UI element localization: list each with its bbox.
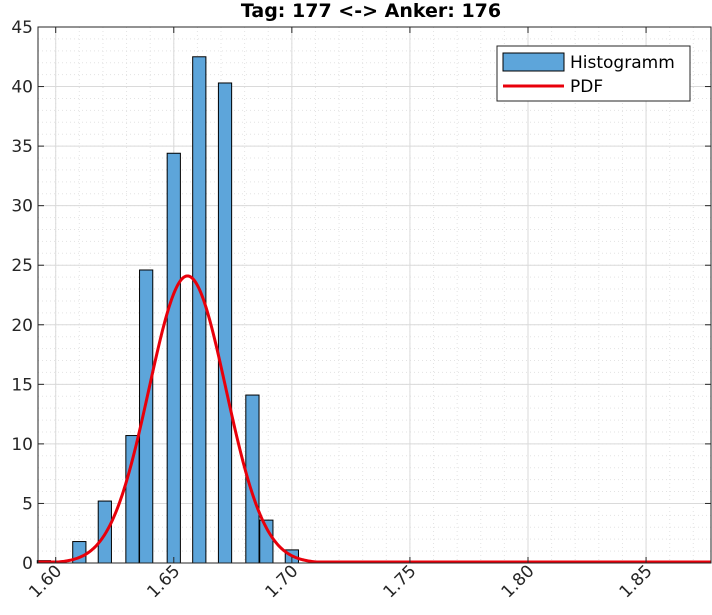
y-tick-label: 40	[11, 78, 33, 98]
axes-box	[37, 26, 712, 564]
y-tick-label: 5	[22, 494, 33, 514]
y-tick-label: 10	[11, 435, 33, 455]
histogram-bar	[192, 56, 207, 564]
histogram-bar	[166, 152, 181, 564]
y-axis-ticks: 0 5 10 15 20 25 30 35 40 45	[11, 18, 711, 574]
y-tick-label: 0	[22, 554, 33, 574]
legend-histogram-label: Histogramm	[570, 53, 675, 73]
histogram-bar	[217, 82, 233, 564]
y-tick-label: 25	[11, 256, 33, 276]
y-tick-label: 30	[11, 197, 33, 217]
y-tick-label: 45	[11, 18, 33, 38]
y-tick-label: 35	[11, 137, 33, 157]
y-tick-label: 20	[11, 316, 33, 336]
chart-title: Tag: 177 <-> Anker: 176	[241, 0, 501, 22]
y-tick-label: 15	[11, 375, 33, 395]
legend: Histogramm PDF	[496, 45, 691, 102]
legend-pdf-label: PDF	[570, 77, 603, 97]
legend-histogram-swatch	[502, 52, 565, 72]
pdf-curve	[38, 274, 711, 564]
